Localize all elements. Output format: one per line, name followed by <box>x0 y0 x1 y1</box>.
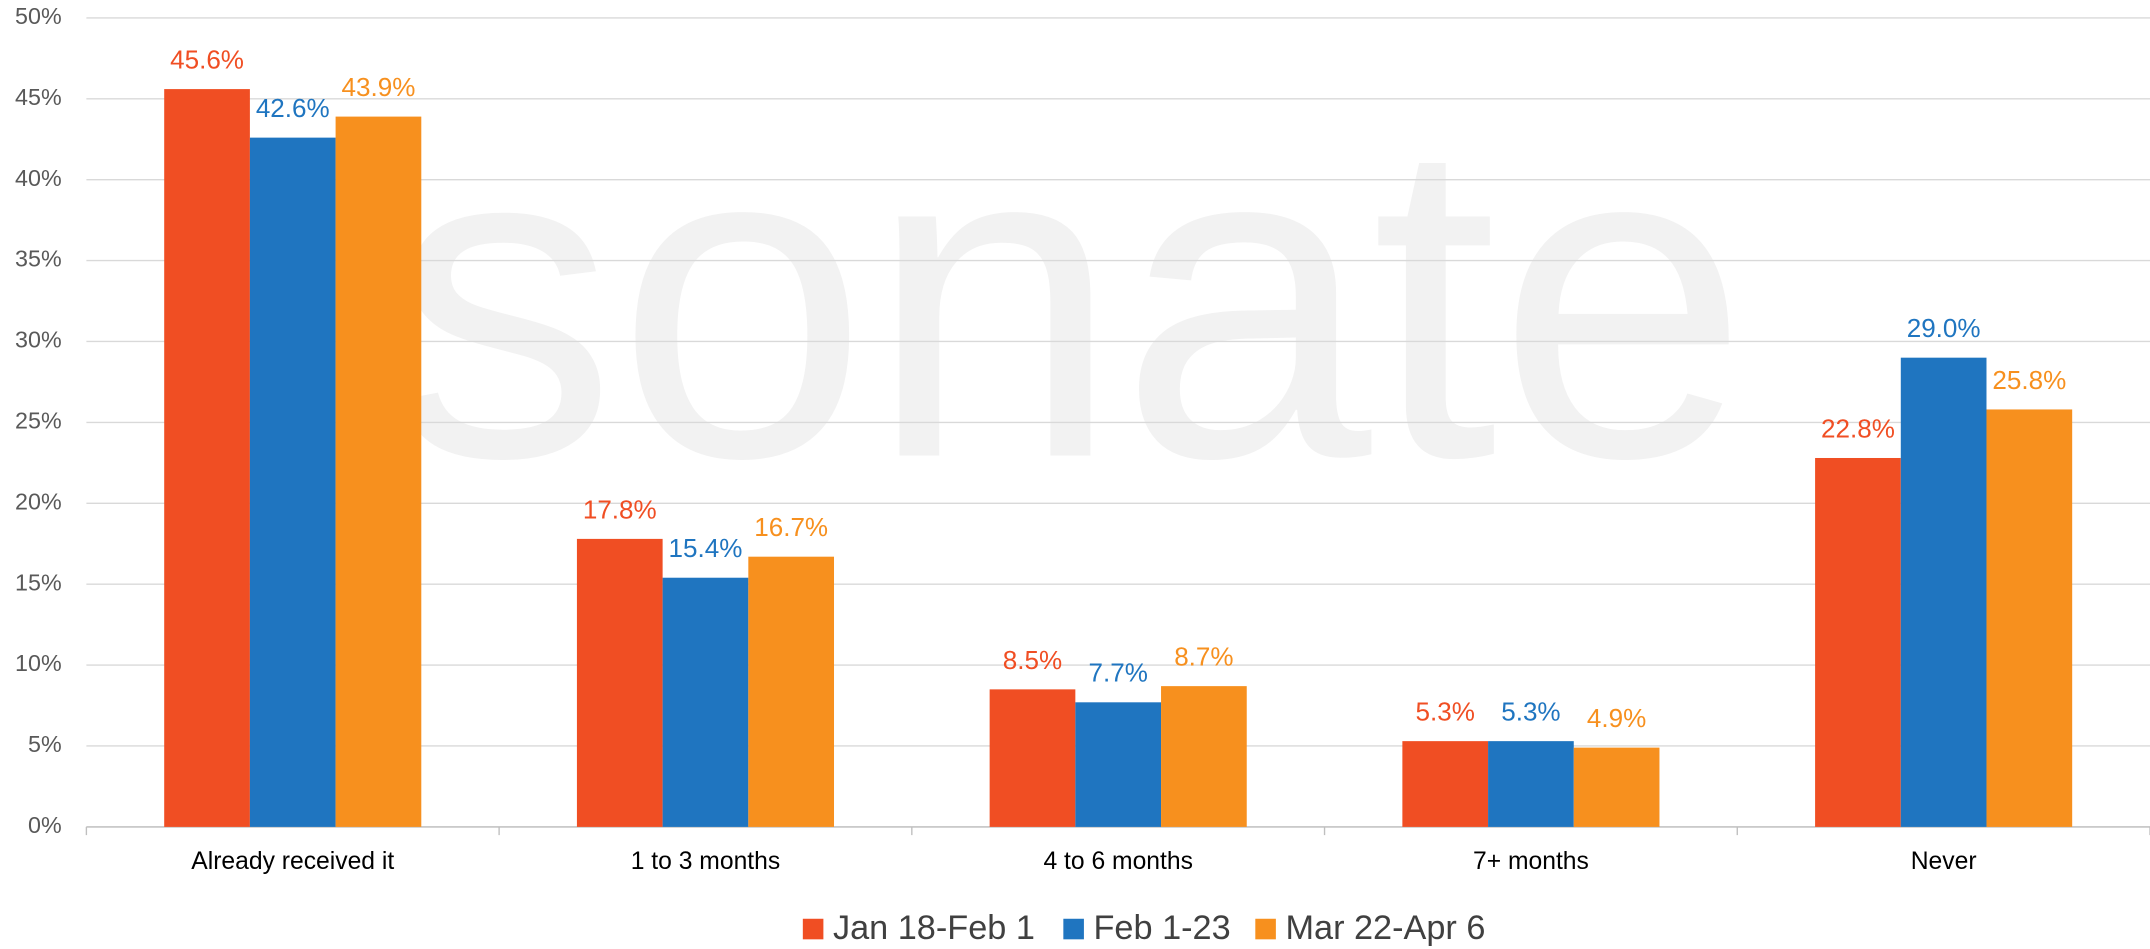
bar <box>989 689 1076 827</box>
y-tick-label: 20% <box>15 488 62 514</box>
legend-swatch <box>802 918 824 940</box>
bar <box>748 556 835 827</box>
data-label: 5.3% <box>1416 697 1475 727</box>
watermark: sonate <box>390 46 1749 552</box>
data-label: 8.7% <box>1174 642 1233 672</box>
bar <box>1900 357 1987 827</box>
x-tick-label: 7+ months <box>1473 848 1589 875</box>
legend-swatch <box>1063 918 1084 940</box>
bar <box>1075 702 1162 827</box>
bar <box>576 538 663 827</box>
x-tick-label: 4 to 6 months <box>1043 848 1193 875</box>
legend-swatch <box>1255 918 1276 940</box>
y-tick-label: 40% <box>15 165 62 191</box>
data-label: 22.8% <box>1821 413 1895 443</box>
data-label: 16.7% <box>754 512 828 542</box>
bar <box>1986 409 2073 827</box>
y-tick-label: 25% <box>15 408 62 434</box>
data-label: 8.5% <box>1003 645 1062 675</box>
y-tick-label: 30% <box>15 327 62 353</box>
data-label: 29.0% <box>1907 313 1981 343</box>
legend-label: Mar 22-Apr 6 <box>1285 909 1485 947</box>
bar <box>1402 741 1489 827</box>
x-tick-label: Already received it <box>191 848 394 875</box>
y-tick-label: 50% <box>15 3 62 29</box>
data-label: 43.9% <box>342 72 416 102</box>
data-label: 45.6% <box>170 45 244 75</box>
data-label: 42.6% <box>256 93 330 123</box>
y-tick-label: 5% <box>28 731 62 757</box>
bar <box>164 89 250 827</box>
bar <box>1161 686 1247 827</box>
bar <box>1488 741 1574 827</box>
y-tick-label: 15% <box>15 569 62 595</box>
y-tick-label: 10% <box>15 650 62 676</box>
data-label: 7.7% <box>1089 658 1148 688</box>
x-tick-label: Never <box>1911 848 1977 875</box>
bar <box>1815 457 1901 827</box>
data-label: 17.8% <box>583 494 657 524</box>
y-tick-label: 45% <box>15 84 62 110</box>
bar <box>662 577 749 827</box>
y-tick-label: 35% <box>15 246 62 272</box>
y-tick-label: 0% <box>28 812 62 838</box>
legend-label: Jan 18-Feb 1 <box>833 909 1035 947</box>
data-label: 25.8% <box>1992 365 2066 395</box>
bar <box>249 137 336 827</box>
x-tick-label: 1 to 3 months <box>631 848 781 875</box>
data-label: 4.9% <box>1587 703 1646 733</box>
bar <box>335 116 422 827</box>
data-label: 15.4% <box>669 533 743 563</box>
bar <box>1573 747 1660 827</box>
data-label: 5.3% <box>1501 697 1560 727</box>
legend-label: Feb 1-23 <box>1094 909 1231 947</box>
